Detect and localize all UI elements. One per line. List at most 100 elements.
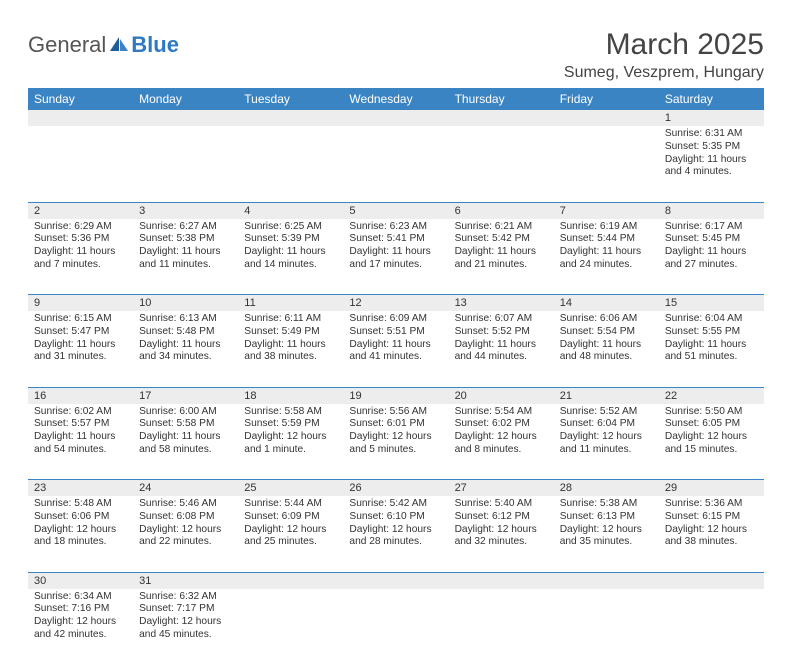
sunset-text: Sunset: 5:38 PM [139, 233, 232, 246]
daylight-text: Daylight: 11 hours and 27 minutes. [665, 246, 758, 272]
daynum-row: 2345678 [28, 202, 764, 219]
day-cell [133, 126, 238, 202]
day-cell-content: Sunrise: 6:32 AMSunset: 7:17 PMDaylight:… [133, 589, 238, 646]
day-cell: Sunrise: 6:21 AMSunset: 5:42 PMDaylight:… [449, 219, 554, 295]
day-number-cell: 11 [238, 295, 343, 312]
logo-text-blue: Blue [131, 32, 179, 58]
day-cell-content: Sunrise: 5:38 AMSunset: 6:13 PMDaylight:… [554, 496, 659, 553]
day-cell: Sunrise: 6:27 AMSunset: 5:38 PMDaylight:… [133, 219, 238, 295]
day-number-cell: 22 [659, 387, 764, 404]
daylight-text: Daylight: 12 hours and 18 minutes. [34, 524, 127, 550]
day-number-cell [554, 572, 659, 589]
day-cell [554, 126, 659, 202]
sunrise-text: Sunrise: 6:02 AM [34, 406, 127, 419]
sunrise-text: Sunrise: 6:31 AM [665, 128, 758, 141]
location-text: Sumeg, Veszprem, Hungary [564, 64, 764, 82]
day-cell-content: Sunrise: 6:00 AMSunset: 5:58 PMDaylight:… [133, 404, 238, 461]
day-cell: Sunrise: 6:25 AMSunset: 5:39 PMDaylight:… [238, 219, 343, 295]
day-number-cell: 10 [133, 295, 238, 312]
sunset-text: Sunset: 6:09 PM [244, 511, 337, 524]
day-header: Thursday [449, 88, 554, 110]
sunset-text: Sunset: 5:39 PM [244, 233, 337, 246]
day-cell-content: Sunrise: 5:40 AMSunset: 6:12 PMDaylight:… [449, 496, 554, 553]
sunset-text: Sunset: 5:58 PM [139, 418, 232, 431]
daylight-text: Daylight: 11 hours and 54 minutes. [34, 431, 127, 457]
sunset-text: Sunset: 6:05 PM [665, 418, 758, 431]
day-cell: Sunrise: 5:42 AMSunset: 6:10 PMDaylight:… [343, 496, 448, 572]
sunset-text: Sunset: 5:51 PM [349, 326, 442, 339]
day-cell: Sunrise: 6:07 AMSunset: 5:52 PMDaylight:… [449, 311, 554, 387]
day-number-cell: 24 [133, 480, 238, 497]
daylight-text: Daylight: 12 hours and 5 minutes. [349, 431, 442, 457]
sunrise-text: Sunrise: 6:17 AM [665, 221, 758, 234]
daylight-text: Daylight: 11 hours and 44 minutes. [455, 339, 548, 365]
day-header: Friday [554, 88, 659, 110]
day-cell: Sunrise: 6:17 AMSunset: 5:45 PMDaylight:… [659, 219, 764, 295]
sunset-text: Sunset: 5:57 PM [34, 418, 127, 431]
day-header: Saturday [659, 88, 764, 110]
daylight-text: Daylight: 11 hours and 58 minutes. [139, 431, 232, 457]
day-number-cell [133, 110, 238, 126]
day-number-cell: 28 [554, 480, 659, 497]
day-cell: Sunrise: 6:32 AMSunset: 7:17 PMDaylight:… [133, 589, 238, 665]
day-cell: Sunrise: 5:46 AMSunset: 6:08 PMDaylight:… [133, 496, 238, 572]
daylight-text: Daylight: 11 hours and 11 minutes. [139, 246, 232, 272]
sunrise-text: Sunrise: 6:23 AM [349, 221, 442, 234]
day-cell-content: Sunrise: 6:34 AMSunset: 7:16 PMDaylight:… [28, 589, 133, 646]
daylight-text: Daylight: 11 hours and 31 minutes. [34, 339, 127, 365]
day-cell-content: Sunrise: 6:27 AMSunset: 5:38 PMDaylight:… [133, 219, 238, 276]
day-number-cell: 7 [554, 202, 659, 219]
day-cell-content: Sunrise: 6:19 AMSunset: 5:44 PMDaylight:… [554, 219, 659, 276]
sunrise-text: Sunrise: 6:27 AM [139, 221, 232, 234]
day-number-cell [343, 110, 448, 126]
day-number-cell: 19 [343, 387, 448, 404]
daylight-text: Daylight: 12 hours and 8 minutes. [455, 431, 548, 457]
content-row: Sunrise: 6:02 AMSunset: 5:57 PMDaylight:… [28, 404, 764, 480]
day-cell: Sunrise: 6:11 AMSunset: 5:49 PMDaylight:… [238, 311, 343, 387]
sunrise-text: Sunrise: 5:50 AM [665, 406, 758, 419]
sunset-text: Sunset: 6:06 PM [34, 511, 127, 524]
daylight-text: Daylight: 12 hours and 1 minute. [244, 431, 337, 457]
sunrise-text: Sunrise: 6:19 AM [560, 221, 653, 234]
daylight-text: Daylight: 11 hours and 17 minutes. [349, 246, 442, 272]
day-cell: Sunrise: 5:40 AMSunset: 6:12 PMDaylight:… [449, 496, 554, 572]
sunrise-text: Sunrise: 5:56 AM [349, 406, 442, 419]
day-cell-content: Sunrise: 6:07 AMSunset: 5:52 PMDaylight:… [449, 311, 554, 368]
day-number-cell [28, 110, 133, 126]
day-cell-content: Sunrise: 6:04 AMSunset: 5:55 PMDaylight:… [659, 311, 764, 368]
sunset-text: Sunset: 6:01 PM [349, 418, 442, 431]
day-cell: Sunrise: 6:34 AMSunset: 7:16 PMDaylight:… [28, 589, 133, 665]
day-header: Sunday [28, 88, 133, 110]
day-number-cell: 30 [28, 572, 133, 589]
day-cell: Sunrise: 5:44 AMSunset: 6:09 PMDaylight:… [238, 496, 343, 572]
daylight-text: Daylight: 12 hours and 15 minutes. [665, 431, 758, 457]
sunrise-text: Sunrise: 6:34 AM [34, 591, 127, 604]
day-cell: Sunrise: 6:04 AMSunset: 5:55 PMDaylight:… [659, 311, 764, 387]
sunrise-text: Sunrise: 6:15 AM [34, 313, 127, 326]
day-cell: Sunrise: 5:38 AMSunset: 6:13 PMDaylight:… [554, 496, 659, 572]
day-number-cell: 13 [449, 295, 554, 312]
sunset-text: Sunset: 6:04 PM [560, 418, 653, 431]
day-number-cell: 2 [28, 202, 133, 219]
day-cell-content: Sunrise: 5:36 AMSunset: 6:15 PMDaylight:… [659, 496, 764, 553]
daylight-text: Daylight: 11 hours and 24 minutes. [560, 246, 653, 272]
sunrise-text: Sunrise: 5:48 AM [34, 498, 127, 511]
page-header: General Blue March 2025 Sumeg, Veszprem,… [28, 28, 764, 82]
day-cell-content: Sunrise: 5:58 AMSunset: 5:59 PMDaylight:… [238, 404, 343, 461]
sunrise-text: Sunrise: 5:44 AM [244, 498, 337, 511]
day-cell: Sunrise: 6:00 AMSunset: 5:58 PMDaylight:… [133, 404, 238, 480]
day-number-cell [343, 572, 448, 589]
sunset-text: Sunset: 5:47 PM [34, 326, 127, 339]
day-number-cell: 21 [554, 387, 659, 404]
day-number-cell: 23 [28, 480, 133, 497]
sunrise-text: Sunrise: 6:04 AM [665, 313, 758, 326]
sunrise-text: Sunrise: 6:09 AM [349, 313, 442, 326]
day-cell-content: Sunrise: 6:11 AMSunset: 5:49 PMDaylight:… [238, 311, 343, 368]
daylight-text: Daylight: 12 hours and 38 minutes. [665, 524, 758, 550]
day-cell-content: Sunrise: 5:54 AMSunset: 6:02 PMDaylight:… [449, 404, 554, 461]
day-number-cell [554, 110, 659, 126]
day-number-cell: 27 [449, 480, 554, 497]
sunset-text: Sunset: 5:42 PM [455, 233, 548, 246]
sunrise-text: Sunrise: 5:42 AM [349, 498, 442, 511]
daynum-row: 16171819202122 [28, 387, 764, 404]
